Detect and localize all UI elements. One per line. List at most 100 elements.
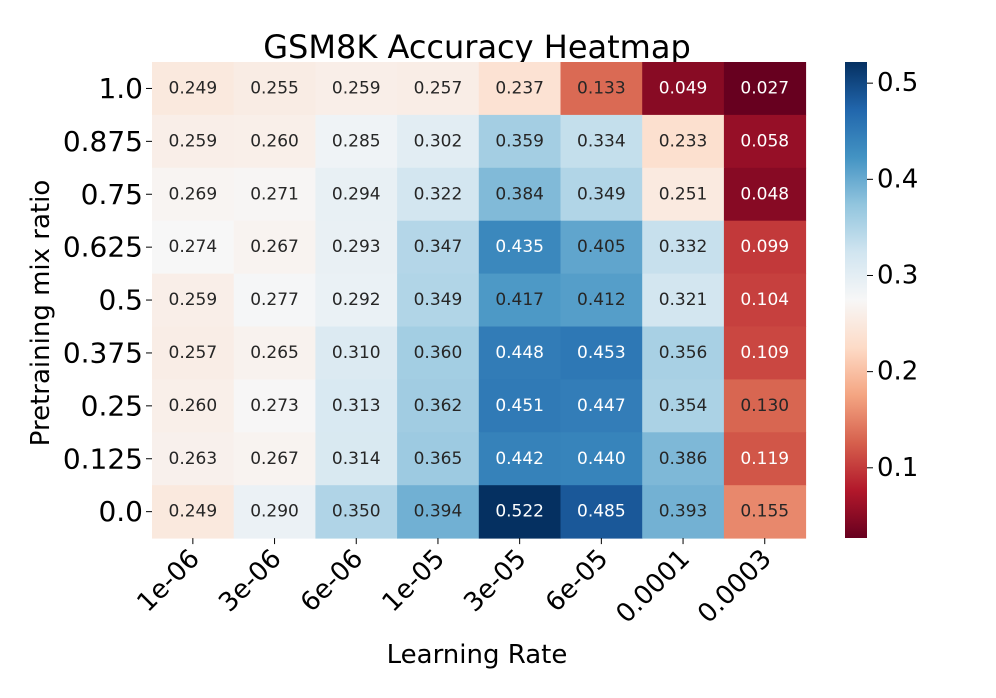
heatmap-cell <box>560 326 643 380</box>
cell-value-label: 0.255 <box>250 78 299 98</box>
cell-value-label: 0.349 <box>414 290 463 310</box>
heatmap-cell <box>315 273 398 327</box>
heatmap-cell <box>152 273 235 327</box>
cell-value-label: 0.263 <box>169 449 218 469</box>
cell-value-label: 0.522 <box>495 502 544 522</box>
heatmap-cell <box>478 485 561 539</box>
cell-value-label: 0.451 <box>495 396 544 416</box>
heatmap-cell <box>397 379 480 433</box>
heatmap-cell <box>478 220 561 275</box>
cell-value-label: 0.273 <box>250 396 299 416</box>
cell-value-label: 0.257 <box>414 78 463 98</box>
cell-value-label: 0.260 <box>169 396 218 416</box>
y-tick-label: 0.25 <box>81 389 143 422</box>
cell-value-label: 0.249 <box>169 78 218 98</box>
x-tick-label: 0.0001 <box>610 544 696 630</box>
x-tick-label: 1e-06 <box>132 544 206 618</box>
cell-value-label: 0.257 <box>169 343 218 363</box>
heatmap-cell <box>397 485 480 539</box>
y-tick-label: 0.375 <box>63 336 143 369</box>
heatmap-cell <box>315 326 398 380</box>
cell-value-label: 0.405 <box>577 237 626 257</box>
cell-value-label: 0.099 <box>740 237 789 257</box>
heatmap-cell <box>560 432 643 486</box>
heatmap-cell <box>560 220 643 275</box>
colorbar-tick-label: 0.2 <box>877 357 918 387</box>
heatmap-cell <box>478 432 561 486</box>
cell-value-label: 0.259 <box>169 131 218 151</box>
cell-value-label: 0.259 <box>332 78 381 98</box>
x-tick-label: 1e-05 <box>377 544 451 618</box>
heatmap-cell <box>560 485 643 539</box>
colorbar-ticks: 0.1 0.2 0.3 0.4 0.5 <box>867 68 918 483</box>
cell-value-label: 0.274 <box>169 237 218 257</box>
heatmap-cell <box>233 220 316 275</box>
heatmap-cell <box>233 379 316 433</box>
x-tick-label: 3e-06 <box>213 544 287 618</box>
cell-value-label: 0.442 <box>495 449 544 469</box>
y-tick-label: 0.0 <box>98 495 143 528</box>
cell-value-label: 0.058 <box>740 131 789 151</box>
heatmap-cell <box>315 379 398 433</box>
x-axis-ticks: 1e-06 3e-06 6e-06 1e-05 3e-05 6e-050.00010.00… <box>132 538 778 629</box>
cell-value-label: 0.365 <box>414 449 463 469</box>
heatmap-cell <box>560 379 643 433</box>
chart-title: GSM8K Accuracy Heatmap <box>263 28 691 66</box>
cell-value-label: 0.412 <box>577 290 626 310</box>
heatmap-cell <box>642 114 725 169</box>
heatmap-cell <box>152 62 235 116</box>
heatmap-cell <box>478 379 561 433</box>
heatmap-cell <box>723 114 807 169</box>
heatmap-cell <box>315 114 398 169</box>
x-tick-label: 0.0003 <box>692 544 778 630</box>
y-tick-label: 0.75 <box>81 178 143 211</box>
cell-value-label: 0.133 <box>577 78 626 98</box>
cell-value-label: 0.290 <box>250 502 299 522</box>
heatmap-cell <box>152 114 235 169</box>
cell-value-label: 0.237 <box>495 78 544 98</box>
cell-value-label: 0.356 <box>659 343 708 363</box>
cell-value-label: 0.440 <box>577 449 626 469</box>
cell-value-label: 0.310 <box>332 343 381 363</box>
y-axis-ticks: 1.0 0.875 0.75 0.625 0.5 0.375 0.25 0.125 0.0 <box>63 72 152 528</box>
cell-value-label: 0.109 <box>740 343 789 363</box>
y-tick-label: 0.5 <box>98 284 143 317</box>
cell-value-label: 0.354 <box>659 396 708 416</box>
cell-value-label: 0.435 <box>495 237 544 257</box>
cell-value-label: 0.314 <box>332 449 381 469</box>
heatmap-cell <box>152 379 235 433</box>
cell-value-label: 0.386 <box>659 449 708 469</box>
x-axis-label: Learning Rate <box>387 640 568 670</box>
heatmap-cell <box>723 167 807 222</box>
heatmap-cell <box>478 326 561 380</box>
cell-value-label: 0.293 <box>332 237 381 257</box>
heatmap-cell <box>397 114 480 169</box>
cell-value-label: 0.267 <box>250 449 299 469</box>
y-tick-label: 0.875 <box>63 125 143 158</box>
cell-value-label: 0.277 <box>250 290 299 310</box>
heatmap-cell <box>723 220 807 275</box>
heatmap-cell <box>642 220 725 275</box>
heatmap-cell <box>397 167 480 222</box>
heatmap-cell <box>397 326 480 380</box>
cell-value-label: 0.233 <box>659 131 708 151</box>
heatmap-cell <box>152 326 235 380</box>
heatmap-cell <box>642 62 725 116</box>
y-tick-label: 1.0 <box>98 72 143 105</box>
cell-value-label: 0.269 <box>169 184 218 204</box>
cell-value-label: 0.048 <box>740 184 789 204</box>
cell-value-label: 0.267 <box>250 237 299 257</box>
heatmap-cell <box>233 62 316 116</box>
cell-value-label: 0.155 <box>740 502 789 522</box>
cell-value-label: 0.417 <box>495 290 544 310</box>
heatmap-cell <box>723 326 807 380</box>
cell-value-label: 0.362 <box>414 396 463 416</box>
heatmap-cell <box>642 379 725 433</box>
cell-value-label: 0.302 <box>414 131 463 151</box>
heatmap-cell <box>315 167 398 222</box>
y-tick-label: 0.125 <box>63 442 143 475</box>
heatmap-cell <box>152 220 235 275</box>
cell-value-label: 0.321 <box>659 290 708 310</box>
heatmap-cell <box>478 273 561 327</box>
heatmap-cell <box>642 485 725 539</box>
